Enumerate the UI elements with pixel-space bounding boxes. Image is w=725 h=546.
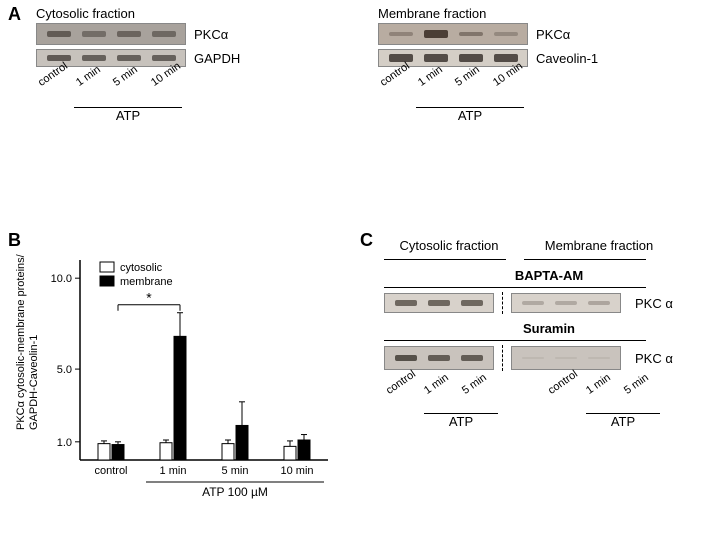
band <box>494 32 518 36</box>
y-tick-label: 1.0 <box>57 437 72 449</box>
bar-membrane <box>174 336 186 460</box>
band <box>395 300 417 307</box>
separator-dashed <box>502 345 503 371</box>
cytosolic-title: Cytosolic fraction <box>36 6 240 21</box>
blot-row: PKCα <box>36 23 240 45</box>
legend-label: cytosolic <box>120 262 163 274</box>
band <box>424 30 448 38</box>
memb-col-title: Membrane fraction <box>534 238 664 253</box>
bar-cytosolic <box>222 444 234 460</box>
atp-c-left: ATP <box>424 414 498 429</box>
x-treatment-label: ATP 100 µM <box>202 485 268 499</box>
protein-label: PKC α <box>635 296 673 311</box>
bar-chart: PKCα cytosolic-membrane proteins/GAPDH-C… <box>8 240 338 530</box>
x-tick-label: 5 min <box>222 465 249 477</box>
protein-label: PKCα <box>194 27 228 42</box>
panel-a-label: A <box>8 4 21 25</box>
blot-image <box>36 23 186 45</box>
legend-label: membrane <box>120 276 173 288</box>
blot-image <box>511 293 621 313</box>
blot-row: PKC α <box>384 345 714 371</box>
band <box>588 301 610 305</box>
x-tick-label: 10 min <box>280 465 313 477</box>
panel-a-left: Cytosolic fraction PKCαGAPDH control1 mi… <box>36 6 240 123</box>
band <box>82 31 106 36</box>
protein-label: GAPDH <box>194 51 240 66</box>
panel-c-label: C <box>360 230 373 251</box>
band <box>522 301 544 305</box>
band <box>389 32 413 36</box>
membrane-title: Membrane fraction <box>378 6 598 21</box>
band <box>152 31 176 36</box>
band <box>428 355 450 361</box>
bar-membrane <box>298 440 310 460</box>
bar-membrane <box>112 445 124 460</box>
band <box>461 355 483 361</box>
blot-image <box>384 293 494 313</box>
protein-label: PKCα <box>536 27 570 42</box>
band <box>395 355 417 362</box>
band <box>461 300 483 307</box>
blot-image <box>378 23 528 45</box>
protein-label: PKC α <box>635 351 673 366</box>
band <box>47 31 71 37</box>
band <box>152 55 176 61</box>
treatment-name: Suramin <box>523 321 575 336</box>
y-tick-label: 10.0 <box>51 273 72 285</box>
cyto-col-title: Cytosolic fraction <box>384 238 514 253</box>
band <box>555 301 577 305</box>
blot-image <box>511 346 621 370</box>
atp-label-a-right: ATP <box>416 108 524 123</box>
bar-cytosolic <box>160 443 172 460</box>
panel-a-right: Membrane fraction PKCαCaveolin-1 control… <box>378 6 598 123</box>
x-tick-label: control <box>94 465 127 477</box>
treatment-name: BAPTA-AM <box>515 268 583 283</box>
atp-label-a-left: ATP <box>74 108 182 123</box>
band <box>522 357 544 359</box>
band <box>459 32 483 37</box>
y-axis-label: PKCα cytosolic-membrane proteins/GAPDH-C… <box>15 253 40 430</box>
y-tick-label: 5.0 <box>57 364 72 376</box>
band <box>555 357 577 359</box>
bar-cytosolic <box>284 446 296 460</box>
protein-label: Caveolin-1 <box>536 51 598 66</box>
atp-c-right: ATP <box>586 414 660 429</box>
bar-membrane <box>236 425 248 460</box>
blot-row: PKC α <box>384 292 714 314</box>
band <box>428 300 450 307</box>
band <box>494 54 518 61</box>
blot-row: PKCα <box>378 23 598 45</box>
separator-dashed <box>502 292 503 314</box>
band <box>117 31 141 37</box>
blot-image <box>384 346 494 370</box>
significance-mark: * <box>146 290 152 306</box>
x-tick-label: 1 min <box>160 465 187 477</box>
band <box>588 357 610 359</box>
bar-cytosolic <box>98 444 110 460</box>
panel-b: B PKCα cytosolic-membrane proteins/GAPDH… <box>8 230 348 530</box>
